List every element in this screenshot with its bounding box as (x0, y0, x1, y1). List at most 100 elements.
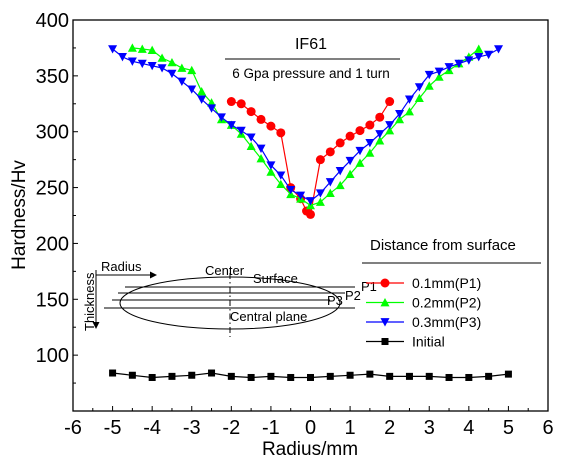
y-ticks: 100 150 200 250 300 350 400 (36, 10, 78, 384)
data-point (414, 83, 424, 92)
data-point (167, 69, 177, 79)
data-point (395, 110, 405, 119)
data-point (236, 99, 246, 109)
data-point (365, 148, 375, 157)
series-line (112, 48, 499, 202)
data-point (405, 372, 413, 380)
data-point (355, 126, 365, 136)
x-tick-label: -2 (222, 417, 240, 439)
data-point (168, 372, 176, 380)
data-point (266, 167, 276, 176)
legend-item: Initial (366, 334, 445, 350)
legend-swatch-marker (380, 298, 390, 307)
legend-items: 0.1mm(P1) 0.2mm(P2) 0.3mm(P3) Initial (366, 275, 481, 350)
data-point (147, 61, 157, 71)
data-point (385, 126, 395, 135)
data-point (117, 53, 127, 62)
y-axis-title: Hardness/Hv (9, 160, 30, 270)
data-point (315, 155, 325, 165)
data-point (187, 85, 197, 94)
data-point (365, 139, 375, 148)
data-point (375, 112, 385, 122)
data-point (306, 209, 315, 219)
data-point (484, 50, 494, 60)
radius-arrow-head (150, 271, 157, 279)
p1-label: P1 (361, 279, 377, 294)
data-point (108, 45, 118, 54)
data-point (188, 371, 196, 379)
data-point (485, 372, 493, 380)
center-label: Center (205, 263, 245, 278)
data-point (325, 178, 335, 187)
data-point (444, 63, 454, 72)
data-point (424, 70, 434, 80)
data-point (414, 93, 424, 103)
surface-label: Surface (253, 271, 298, 286)
data-point (109, 369, 117, 377)
data-point (404, 107, 414, 116)
data-point (147, 45, 157, 54)
data-point (247, 373, 255, 381)
data-point (227, 372, 235, 380)
data-point (137, 59, 147, 69)
data-point (246, 107, 256, 117)
legend-label: 0.1mm(P1) (412, 275, 481, 291)
data-point (157, 64, 167, 73)
legend-title: Distance from surface (370, 237, 516, 254)
y-tick-label: 100 (36, 345, 69, 367)
data-point (474, 53, 484, 62)
data-point (197, 95, 207, 104)
data-point (345, 131, 355, 141)
data-point (386, 372, 394, 380)
data-point (266, 121, 276, 131)
legend-label: Initial (412, 334, 445, 350)
data-point (355, 158, 365, 167)
data-point (335, 166, 345, 176)
data-point (187, 65, 197, 75)
data-point (266, 161, 276, 170)
y-tick-label: 200 (36, 233, 69, 255)
data-point (385, 121, 395, 130)
data-point (465, 373, 473, 381)
data-point (325, 147, 335, 157)
data-point (177, 77, 187, 86)
y-tick-label: 350 (36, 66, 69, 88)
data-point (385, 97, 395, 107)
data-point (335, 138, 345, 148)
data-point (306, 197, 315, 206)
data-point (286, 185, 296, 195)
data-point (256, 144, 266, 153)
x-tick-label: -1 (262, 417, 280, 439)
data-point (127, 57, 137, 66)
x-tick-label: 1 (345, 417, 356, 439)
data-point (246, 133, 256, 142)
data-point (335, 180, 345, 190)
data-point (207, 104, 217, 113)
data-point (307, 373, 314, 381)
data-point (128, 371, 136, 379)
data-point (177, 63, 187, 72)
data-point (216, 113, 226, 122)
data-point (236, 126, 246, 136)
data-point (127, 43, 137, 52)
radius-label: Radius (101, 259, 142, 274)
chart-subtitle: 6 Gpa pressure and 1 turn (232, 66, 390, 81)
data-point (296, 191, 306, 200)
x-tick-label: 2 (384, 417, 395, 439)
data-point (355, 146, 365, 156)
data-point (445, 373, 453, 381)
x-tick-label: 3 (424, 417, 435, 439)
x-tick-label: -6 (64, 417, 82, 439)
data-point (454, 59, 464, 69)
x-ticks: -6 -5 -4 -3 -2 -1 0 1 2 3 4 5 6 (64, 406, 554, 439)
y-tick-label: 300 (36, 122, 69, 144)
data-point (256, 114, 266, 124)
data-point (464, 56, 474, 65)
data-point (395, 114, 405, 124)
series-0 (226, 97, 395, 219)
data-point (425, 372, 433, 380)
data-point (276, 128, 286, 138)
thickness-arrow-head (92, 322, 100, 329)
